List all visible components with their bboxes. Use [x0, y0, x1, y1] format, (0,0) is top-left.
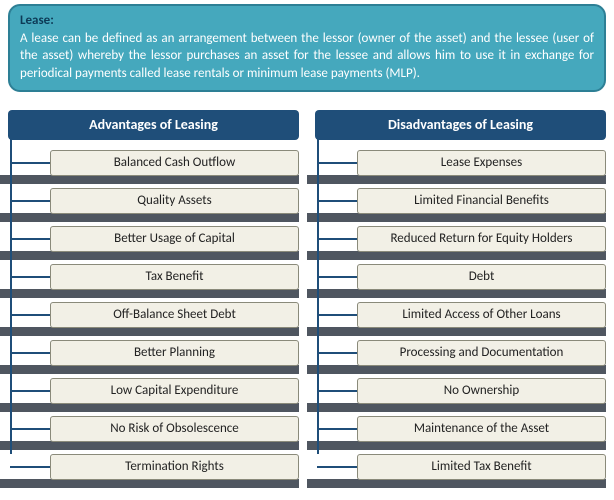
item-label: No Ownership: [357, 378, 606, 404]
list-item: Off-Balance Sheet Debt: [28, 300, 299, 338]
item-label: Better Planning: [50, 340, 299, 366]
spine: [10, 134, 12, 454]
item-label: Better Usage of Capital: [50, 226, 299, 252]
item-label: Low Capital Expenditure: [50, 378, 299, 404]
list-item: Quality Assets: [28, 186, 299, 224]
item-label: Reduced Return for Equity Holders: [357, 226, 606, 252]
item-label: Off-Balance Sheet Debt: [50, 302, 299, 328]
item-label: Lease Expenses: [357, 150, 606, 176]
advantages-header: Advantages of Leasing: [8, 110, 299, 140]
list-item: Lease Expenses: [335, 148, 606, 186]
list-item: Limited Tax Benefit: [335, 452, 606, 490]
definition-box: Lease: A lease can be defined as an arra…: [8, 4, 606, 92]
item-label: Balanced Cash Outflow: [50, 150, 299, 176]
item-label: Tax Benefit: [50, 264, 299, 290]
list-item: Limited Financial Benefits: [335, 186, 606, 224]
item-label: Termination Rights: [50, 454, 299, 480]
list-item: Better Usage of Capital: [28, 224, 299, 262]
list-item: Low Capital Expenditure: [28, 376, 299, 414]
item-label: Quality Assets: [50, 188, 299, 214]
definition-body: A lease can be defined as an arrangement…: [20, 30, 594, 83]
list-item: Termination Rights: [28, 452, 299, 490]
list-item: Better Planning: [28, 338, 299, 376]
advantages-column: Advantages of Leasing Balanced Cash Outf…: [0, 110, 307, 490]
item-label: Limited Tax Benefit: [357, 454, 606, 480]
disadvantages-column: Disadvantages of Leasing Lease Expenses …: [307, 110, 614, 490]
item-label: Debt: [357, 264, 606, 290]
columns: Advantages of Leasing Balanced Cash Outf…: [0, 110, 614, 490]
list-item: Balanced Cash Outflow: [28, 148, 299, 186]
item-label: Processing and Documentation: [357, 340, 606, 366]
item-label: No Risk of Obsolescence: [50, 416, 299, 442]
item-label: Maintenance of the Asset: [357, 416, 606, 442]
list-item: Maintenance of the Asset: [335, 414, 606, 452]
list-item: No Risk of Obsolescence: [28, 414, 299, 452]
list-item: Tax Benefit: [28, 262, 299, 300]
item-label: Limited Access of Other Loans: [357, 302, 606, 328]
spine: [317, 134, 319, 454]
list-item: No Ownership: [335, 376, 606, 414]
item-label: Limited Financial Benefits: [357, 188, 606, 214]
list-item: Limited Access of Other Loans: [335, 300, 606, 338]
list-item: Reduced Return for Equity Holders: [335, 224, 606, 262]
list-item: Debt: [335, 262, 606, 300]
disadvantages-header: Disadvantages of Leasing: [315, 110, 606, 140]
definition-head: Lease:: [20, 12, 594, 30]
list-item: Processing and Documentation: [335, 338, 606, 376]
